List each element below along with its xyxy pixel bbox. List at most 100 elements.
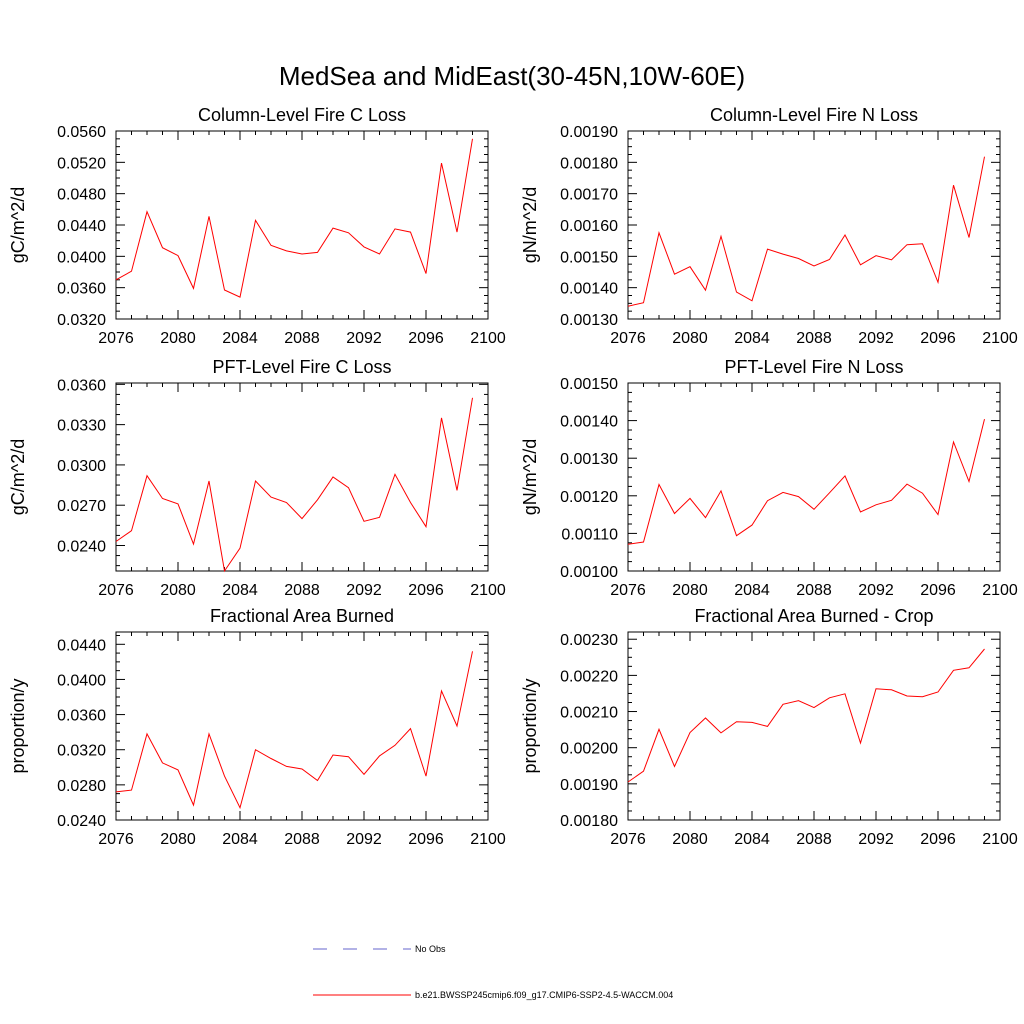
y-tick-label: 0.00130 — [560, 312, 618, 329]
x-tick-label: 2096 — [408, 582, 444, 599]
y-tick-label: 0.00160 — [560, 218, 618, 235]
x-tick-label: 2080 — [160, 582, 196, 599]
y-axis-label: gC/m^2/d — [8, 187, 28, 263]
x-tick-label: 2100 — [470, 582, 506, 599]
panel-1: Column-Level Fire N Loss gN/m^2/d 2076 2080… — [520, 105, 1018, 347]
y-axis-label: gN/m^2/d — [520, 187, 540, 263]
y-tick-label: 0.0330 — [57, 418, 106, 435]
x-tick-label: 2096 — [920, 330, 956, 347]
y-tick-label: 0.0300 — [57, 458, 106, 475]
x-tick-label: 2076 — [610, 330, 646, 347]
y-tick-label: 0.00190 — [560, 124, 618, 141]
y-tick-label: 0.00190 — [560, 777, 618, 794]
series-line — [627, 418, 985, 545]
y-tick-label: 0.0520 — [57, 155, 106, 172]
x-tick-label: 2084 — [222, 831, 258, 848]
panel-4: Fractional Area Burned proportion/y 2076 20… — [8, 606, 506, 848]
y-tick-label: 0.00120 — [560, 489, 618, 506]
x-tick-label: 2096 — [408, 330, 444, 347]
y-tick-label: 0.0360 — [57, 377, 106, 394]
x-tick-label: 2100 — [982, 831, 1018, 848]
panel-0: Column-Level Fire C Loss gC/m^2/d 2076 2080… — [8, 105, 506, 347]
y-tick-label: 0.00180 — [560, 813, 618, 830]
panel-title: Column-Level Fire N Loss — [710, 105, 918, 125]
y-tick-label: 0.00150 — [560, 249, 618, 266]
y-axis-label: gC/m^2/d — [8, 439, 28, 515]
x-tick-label: 2084 — [734, 831, 770, 848]
x-tick-label: 2088 — [284, 582, 320, 599]
y-tick-label: 0.0240 — [57, 538, 106, 555]
y-tick-label: 0.00180 — [560, 155, 618, 172]
x-tick-label: 2088 — [284, 831, 320, 848]
x-tick-label: 2080 — [160, 330, 196, 347]
y-axis-label: gN/m^2/d — [520, 439, 540, 515]
y-tick-label: 0.00110 — [561, 526, 618, 543]
y-tick-label: 0.0360 — [57, 281, 106, 298]
x-tick-label: 2096 — [408, 831, 444, 848]
legend: No Obs b.e21.BWSSP245cmip6.f09_g17.CMIP6… — [313, 944, 673, 1000]
x-tick-label: 2080 — [672, 831, 708, 848]
x-tick-label: 2076 — [610, 582, 646, 599]
y-tick-label: 0.00100 — [560, 564, 618, 581]
legend-entry-0-label: No Obs — [415, 944, 446, 954]
x-tick-label: 2076 — [98, 831, 134, 848]
y-tick-label: 0.00210 — [560, 705, 618, 722]
y-tick-label: 0.0440 — [57, 218, 106, 235]
y-tick-label: 0.0360 — [57, 708, 106, 725]
y-tick-label: 0.00170 — [560, 187, 618, 204]
panel-title: Column-Level Fire C Loss — [198, 105, 406, 125]
x-tick-label: 2092 — [346, 330, 382, 347]
panels: Column-Level Fire C Loss gC/m^2/d 2076 2080… — [8, 105, 1018, 848]
y-tick-label: 0.00220 — [560, 668, 618, 685]
series-line — [627, 648, 985, 783]
x-tick-label: 2080 — [160, 831, 196, 848]
y-tick-label: 0.00150 — [560, 376, 618, 393]
x-tick-label: 2092 — [346, 582, 382, 599]
y-tick-label: 0.0400 — [57, 249, 106, 266]
y-tick-label: 0.0320 — [57, 743, 106, 760]
y-axis-label: proportion/y — [520, 678, 540, 773]
panel-title: PFT-Level Fire C Loss — [212, 357, 391, 377]
x-tick-label: 2092 — [346, 831, 382, 848]
x-tick-label: 2088 — [796, 582, 832, 599]
panel-title: PFT-Level Fire N Loss — [724, 357, 903, 377]
x-tick-label: 2088 — [796, 831, 832, 848]
y-tick-label: 0.0440 — [57, 637, 106, 654]
y-tick-label: 0.0400 — [57, 672, 106, 689]
x-tick-label: 2092 — [858, 831, 894, 848]
x-tick-label: 2084 — [222, 330, 258, 347]
y-tick-label: 0.0320 — [57, 312, 106, 329]
x-tick-label: 2100 — [982, 582, 1018, 599]
x-tick-label: 2080 — [672, 330, 708, 347]
x-tick-label: 2100 — [470, 330, 506, 347]
panel-3: PFT-Level Fire N Loss gN/m^2/d 2076 2080 208… — [520, 357, 1018, 599]
y-tick-label: 0.00230 — [560, 632, 618, 649]
y-tick-label: 0.0560 — [57, 124, 106, 141]
series-line — [115, 138, 473, 298]
x-tick-label: 2084 — [734, 582, 770, 599]
x-tick-label: 2088 — [284, 330, 320, 347]
panel-title: Fractional Area Burned — [210, 606, 394, 626]
x-tick-label: 2080 — [672, 582, 708, 599]
x-tick-label: 2100 — [982, 330, 1018, 347]
y-axis-label: proportion/y — [8, 678, 28, 773]
series-line — [627, 156, 985, 307]
legend-entry-1-label: b.e21.BWSSP245cmip6.f09_g17.CMIP6-SSP2-4… — [415, 990, 673, 1000]
y-tick-label: 0.00140 — [560, 414, 618, 431]
x-tick-label: 2076 — [98, 330, 134, 347]
series-line — [115, 651, 473, 810]
x-tick-label: 2084 — [222, 582, 258, 599]
x-tick-label: 2096 — [920, 831, 956, 848]
y-tick-label: 0.00130 — [560, 451, 618, 468]
panel-title: Fractional Area Burned - Crop — [694, 606, 933, 626]
y-tick-label: 0.0240 — [57, 813, 106, 830]
x-tick-label: 2076 — [98, 582, 134, 599]
y-tick-label: 0.0270 — [57, 498, 106, 515]
panel-5: Fractional Area Burned - Crop proportion/… — [520, 606, 1018, 848]
x-tick-label: 2076 — [610, 831, 646, 848]
x-tick-label: 2092 — [858, 330, 894, 347]
y-tick-label: 0.00200 — [560, 741, 618, 758]
series-line — [115, 397, 473, 573]
